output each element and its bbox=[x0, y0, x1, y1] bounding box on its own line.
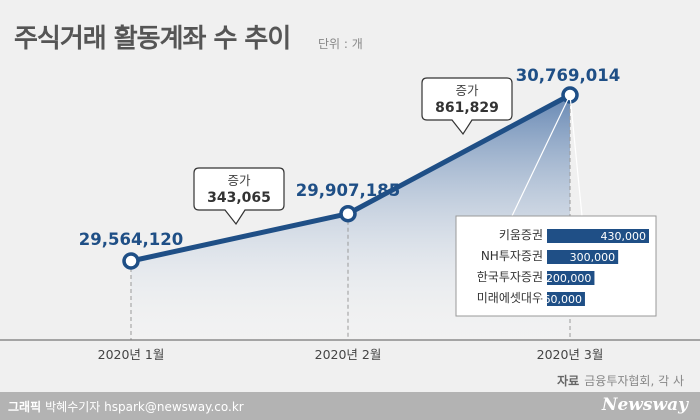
callout-label: 증가 bbox=[227, 173, 251, 188]
inset-bar bbox=[547, 229, 649, 243]
footer-bar: 그래픽 박혜수기자 hspark@newsway.co.kr Newsway bbox=[0, 392, 700, 420]
callout-value: 343,065 bbox=[207, 190, 271, 206]
credit-label: 그래픽 bbox=[8, 400, 42, 414]
inset-value-label: 160,000 bbox=[536, 293, 582, 306]
inset-category-label: 키움증권 bbox=[499, 228, 543, 242]
source-label: 자료 bbox=[557, 374, 580, 388]
data-label: 30,769,014 bbox=[516, 66, 620, 85]
unit-label: 단위 : 개 bbox=[318, 37, 363, 51]
data-label: 29,907,185 bbox=[296, 181, 400, 200]
inset-bar bbox=[547, 250, 619, 264]
credit: 그래픽 박혜수기자 hspark@newsway.co.kr bbox=[8, 398, 244, 415]
inset-connector bbox=[569, 94, 583, 217]
x-tick-label: 2020년 3월 bbox=[537, 347, 604, 362]
callout-value: 861,829 bbox=[435, 100, 499, 116]
source-note: 자료 금융투자협회, 각 사 bbox=[557, 372, 684, 389]
data-point bbox=[339, 204, 357, 223]
inset-bar bbox=[547, 271, 595, 285]
inset-value-label: 300,000 bbox=[570, 251, 616, 264]
inset-category-label: 한국투자증권 bbox=[477, 270, 543, 284]
brand-logo: Newsway bbox=[601, 395, 688, 415]
callout-bubble bbox=[421, 77, 513, 136]
inset-bar bbox=[547, 292, 585, 306]
x-tick-label: 2020년 1월 bbox=[98, 347, 165, 362]
inset-connector bbox=[511, 94, 571, 217]
source-text: 금융투자협회, 각 사 bbox=[584, 374, 684, 388]
callout-label: 증가 bbox=[455, 83, 479, 98]
inset-category-label: NH투자증권 bbox=[481, 249, 543, 263]
inset-value-label: 430,000 bbox=[601, 230, 647, 243]
data-point bbox=[122, 252, 140, 270]
callout-bubble bbox=[193, 167, 285, 226]
credit-text: 박혜수기자 hspark@newsway.co.kr bbox=[45, 400, 244, 414]
data-label: 29,564,120 bbox=[79, 230, 183, 249]
chart-title: 주식거래 활동계좌 수 추이 bbox=[14, 24, 291, 54]
inset-category-label: 미래에셋대우 bbox=[477, 291, 543, 305]
x-tick-label: 2020년 2월 bbox=[315, 347, 382, 362]
inset-value-label: 200,000 bbox=[546, 272, 592, 285]
